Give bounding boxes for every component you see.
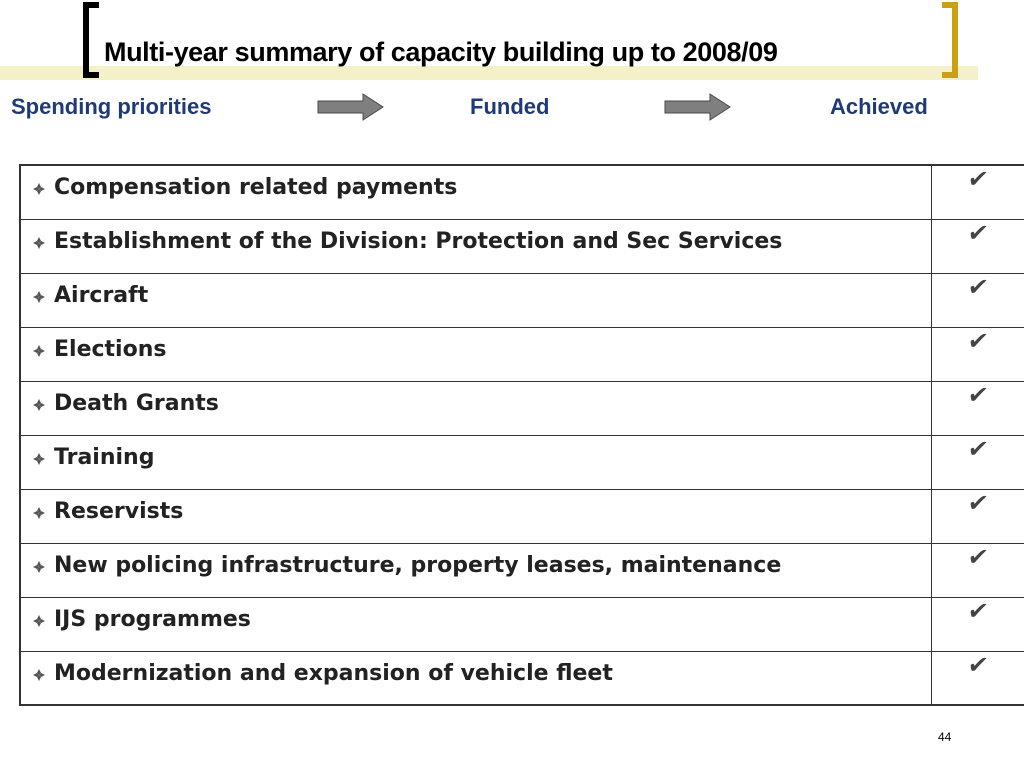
achieved-cell: ✔ xyxy=(930,596,1024,652)
table-row: Compensation related payments ✔ xyxy=(19,164,1024,220)
item-cell: Compensation related payments xyxy=(19,164,932,220)
diamond-bullet-icon xyxy=(33,183,45,195)
checkmark-icon: ✔ xyxy=(965,488,990,517)
table-row: Reservists ✔ xyxy=(19,488,1024,544)
achieved-cell: ✔ xyxy=(930,488,1024,544)
table-row: Training ✔ xyxy=(19,434,1024,490)
item-cell-content: Death Grants xyxy=(21,382,931,417)
priorities-table-body: Compensation related payments ✔ Establishm… xyxy=(19,164,1024,706)
checkmark-icon: ✔ xyxy=(965,380,990,409)
checkmark-icon: ✔ xyxy=(965,272,990,301)
diamond-bullet-icon xyxy=(33,506,45,519)
page-number: 44 xyxy=(938,730,952,744)
checkmark-icon: ✔ xyxy=(965,326,990,355)
diamond-bullet-icon xyxy=(33,452,45,465)
item-cell: New policing infrastructure, property le… xyxy=(19,542,932,598)
diamond-bullet-icon xyxy=(33,344,45,357)
checkmark-icon: ✔ xyxy=(965,165,990,193)
item-cell-content: Establishment of the Division: Protectio… xyxy=(21,220,931,255)
checkmark-icon: ✔ xyxy=(965,218,990,247)
item-cell: Aircraft xyxy=(19,272,932,328)
item-label: Training xyxy=(54,444,155,470)
item-cell: Reservists xyxy=(19,488,932,544)
diamond-bullet-icon xyxy=(33,668,45,681)
diamond-bullet-icon xyxy=(33,236,45,249)
item-cell: Elections xyxy=(19,326,932,382)
left-bracket-decoration xyxy=(83,2,99,78)
achieved-cell: ✔ xyxy=(930,542,1024,598)
item-cell: IJS programmes xyxy=(19,596,932,652)
table-row: Death Grants ✔ xyxy=(19,380,1024,436)
checkmark-icon: ✔ xyxy=(965,434,990,463)
table-row: Elections ✔ xyxy=(19,326,1024,382)
item-cell: Death Grants xyxy=(19,380,932,436)
priorities-table: Compensation related payments ✔ Establishm… xyxy=(19,164,1024,706)
achieved-cell: ✔ xyxy=(930,380,1024,436)
table-row: New policing infrastructure, property le… xyxy=(19,542,1024,598)
item-label: New policing infrastructure, property le… xyxy=(54,552,782,578)
diamond-bullet-icon xyxy=(33,398,45,411)
item-label: Death Grants xyxy=(54,390,219,416)
achieved-cell: ✔ xyxy=(930,650,1024,706)
item-cell: Modernization and expansion of vehicle f… xyxy=(19,650,932,706)
achieved-cell: ✔ xyxy=(930,434,1024,490)
item-cell-content: Aircraft xyxy=(21,274,931,309)
item-label: Establishment of the Division: Protectio… xyxy=(54,228,783,254)
diamond-bullet-icon xyxy=(33,560,45,573)
item-label: Compensation related payments xyxy=(54,175,458,200)
checkmark-icon: ✔ xyxy=(965,596,990,625)
table-row: Aircraft ✔ xyxy=(19,272,1024,328)
item-label: Modernization and expansion of vehicle f… xyxy=(54,660,613,686)
item-label: Elections xyxy=(54,336,167,362)
title-band xyxy=(0,66,978,80)
item-cell-content: New policing infrastructure, property le… xyxy=(21,544,931,579)
flow-step-spending-priorities: Spending priorities xyxy=(11,94,212,119)
slide-title: Multi-year summary of capacity building … xyxy=(104,37,778,67)
item-cell-content: Reservists xyxy=(21,490,931,525)
item-label: Reservists xyxy=(54,498,184,524)
item-cell-content: Training xyxy=(21,436,931,471)
item-cell-content: Elections xyxy=(21,328,931,363)
item-cell-content: Modernization and expansion of vehicle f… xyxy=(21,652,931,687)
table-row: Modernization and expansion of vehicle f… xyxy=(19,650,1024,706)
table-row: Establishment of the Division: Protectio… xyxy=(19,218,1024,274)
item-cell: Training xyxy=(19,434,932,490)
achieved-cell: ✔ xyxy=(930,272,1024,328)
flow-step-achieved: Achieved xyxy=(830,94,928,119)
flow-step-funded: Funded xyxy=(470,94,550,119)
checkmark-icon: ✔ xyxy=(965,650,990,679)
item-cell-content: Compensation related payments xyxy=(21,166,931,201)
right-bracket-decoration xyxy=(942,2,958,78)
diamond-bullet-icon xyxy=(33,290,45,303)
diamond-bullet-icon xyxy=(33,614,45,627)
item-cell: Establishment of the Division: Protectio… xyxy=(19,218,932,274)
item-label: Aircraft xyxy=(54,282,149,308)
table-row: IJS programmes ✔ xyxy=(19,596,1024,652)
item-cell-content: IJS programmes xyxy=(21,598,931,633)
checkmark-icon: ✔ xyxy=(965,542,990,571)
achieved-cell: ✔ xyxy=(930,326,1024,382)
right-arrow-icon xyxy=(664,93,732,121)
achieved-cell: ✔ xyxy=(930,164,1024,220)
right-arrow-icon xyxy=(317,93,385,121)
achieved-cell: ✔ xyxy=(930,218,1024,274)
item-label: IJS programmes xyxy=(54,606,251,632)
